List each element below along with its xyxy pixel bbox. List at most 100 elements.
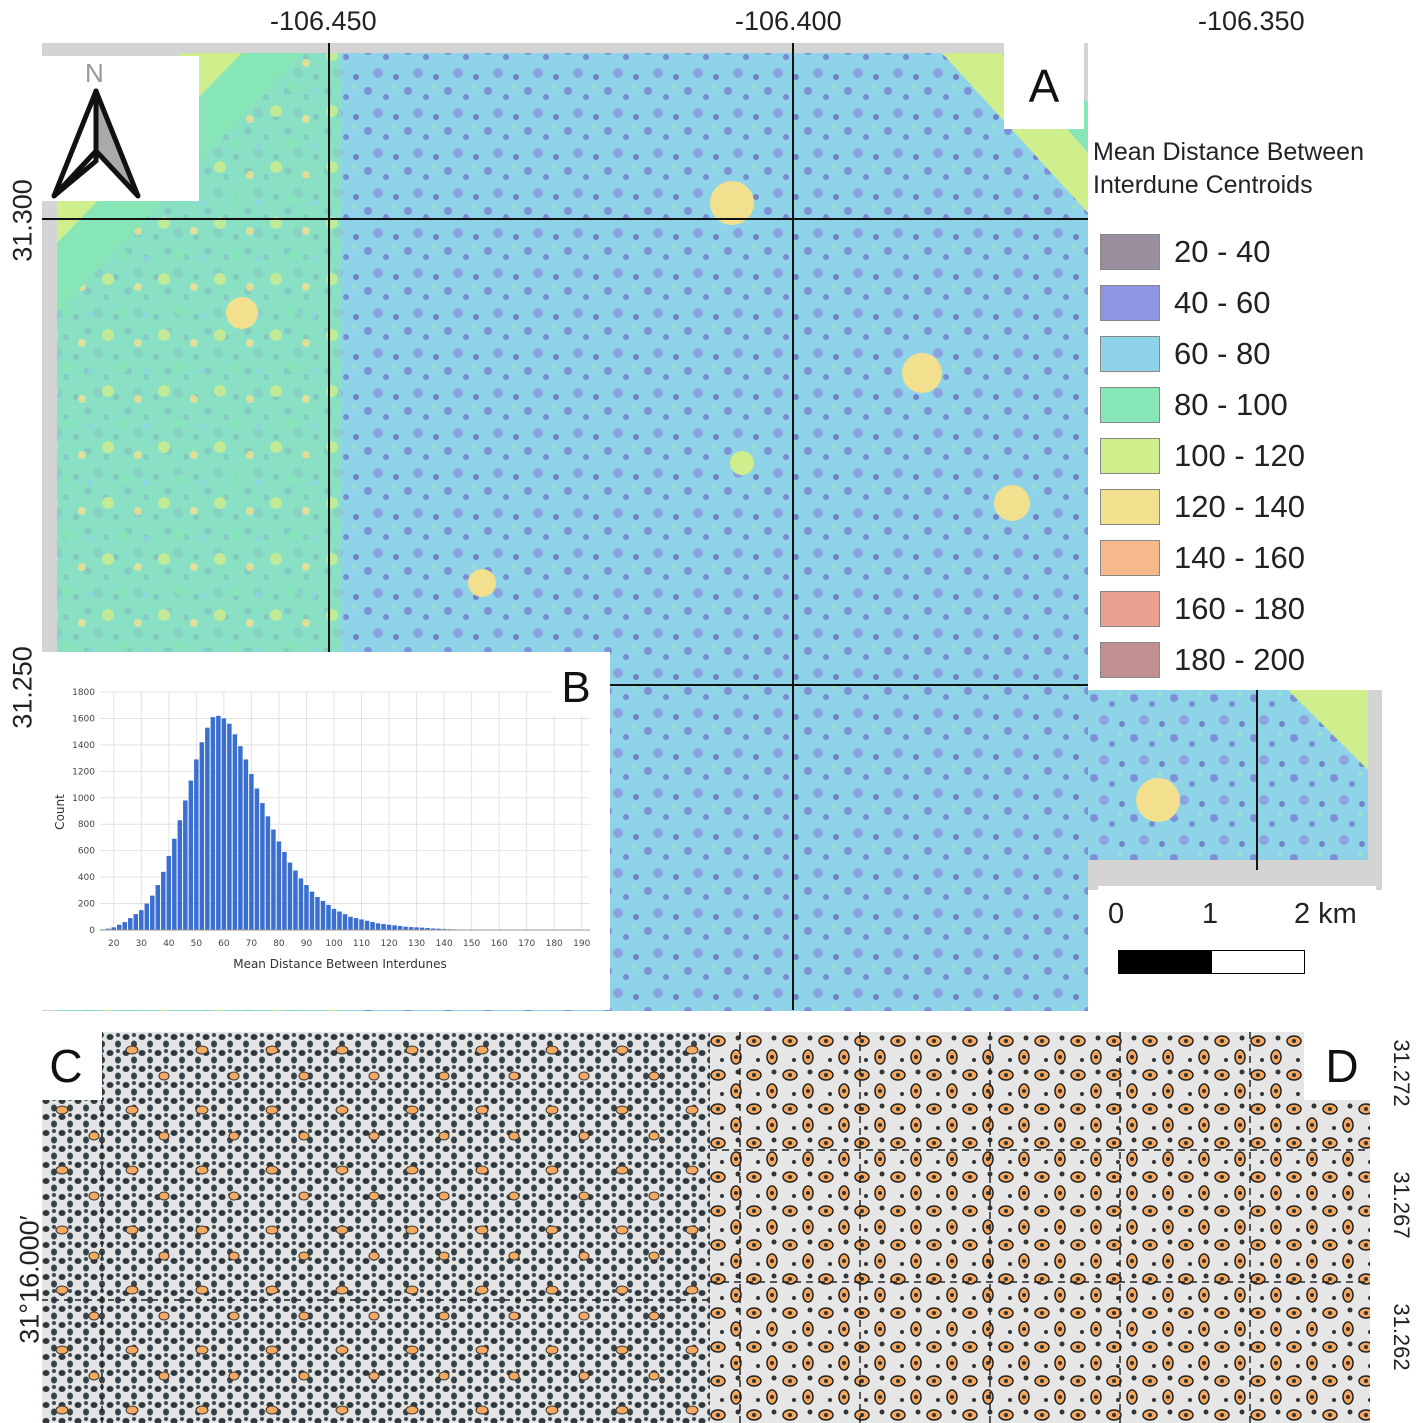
histogram-bar bbox=[172, 838, 177, 930]
histogram-bar bbox=[150, 895, 155, 930]
legend-swatch bbox=[1100, 285, 1160, 321]
histogram-bar bbox=[194, 759, 199, 930]
legend-swatch bbox=[1100, 336, 1160, 372]
histogram-bar bbox=[210, 717, 216, 930]
map-panel-d[interactable] bbox=[710, 1032, 1370, 1423]
legend-title-line1: Mean Distance Between bbox=[1093, 138, 1364, 166]
histogram-x-tick-label: 110 bbox=[353, 939, 370, 949]
grid-line-horizontal-1 bbox=[42, 218, 1088, 220]
histogram-bar bbox=[337, 911, 342, 930]
legend-swatch bbox=[1100, 591, 1160, 627]
scale-label-1: 1 bbox=[1202, 898, 1219, 930]
grid-line-vertical-1 bbox=[328, 43, 330, 656]
grid-line-horizontal-2 bbox=[610, 684, 1088, 686]
histogram-bar bbox=[441, 928, 447, 930]
histogram-y-axis-label: Count bbox=[53, 794, 67, 830]
histogram-x-tick-label: 90 bbox=[301, 939, 313, 949]
histogram-bar bbox=[183, 800, 188, 930]
map-panel-a-east bbox=[1088, 690, 1382, 890]
legend-item-100-120: 100 - 120 bbox=[1100, 438, 1305, 474]
histogram-bar bbox=[133, 914, 139, 930]
histogram-bar bbox=[342, 914, 348, 930]
histogram-bar bbox=[304, 885, 309, 930]
histogram-y-tick-label: 1000 bbox=[72, 794, 95, 804]
histogram-x-tick-label: 50 bbox=[191, 939, 203, 949]
legend-swatch bbox=[1100, 387, 1160, 423]
histogram-bar bbox=[265, 816, 271, 930]
legend-swatch bbox=[1100, 642, 1160, 678]
histogram-y-tick-label: 200 bbox=[78, 900, 95, 910]
histogram-bar bbox=[403, 926, 408, 930]
histogram-bar bbox=[199, 742, 205, 930]
histogram-bar bbox=[111, 927, 117, 930]
histogram-x-tick-label: 100 bbox=[325, 939, 342, 949]
histogram-bar bbox=[117, 924, 122, 930]
histogram-bar bbox=[381, 924, 386, 930]
panel-label-a: A bbox=[1004, 43, 1084, 129]
histogram-bar bbox=[287, 862, 293, 930]
histogram-bar bbox=[364, 920, 370, 930]
scale-bar: 0 1 2 km bbox=[1098, 886, 1376, 1010]
histogram-x-tick-label: 160 bbox=[491, 939, 508, 949]
histogram-bar bbox=[309, 891, 315, 930]
legend-item-40-60: 40 - 60 bbox=[1100, 285, 1271, 321]
histogram-x-tick-label: 70 bbox=[246, 939, 258, 949]
legend: Mean Distance Between Interdune Centroid… bbox=[1088, 129, 1421, 690]
histogram-bar bbox=[177, 820, 183, 930]
longitude-label-1: -106.450 bbox=[270, 6, 377, 36]
legend-item-80-100: 80 - 100 bbox=[1100, 387, 1288, 423]
histogram-y-tick-label: 800 bbox=[78, 820, 95, 830]
legend-swatch bbox=[1100, 540, 1160, 576]
histogram-bar bbox=[320, 900, 326, 930]
histogram-bar bbox=[144, 903, 150, 930]
legend-title-line2: Interdune Centroids bbox=[1093, 171, 1313, 199]
histogram-panel-b: 0 200 400 600 800 1000 1200 1400 1600 1800 20 30 40… bbox=[42, 652, 610, 1010]
histogram-bar bbox=[419, 927, 425, 930]
histogram-bar bbox=[348, 916, 353, 930]
histogram-bar bbox=[249, 773, 254, 930]
histogram-bar bbox=[155, 885, 161, 930]
legend-swatch bbox=[1100, 234, 1160, 270]
histogram-bar bbox=[392, 925, 397, 930]
histogram-bar bbox=[425, 928, 430, 930]
histogram-bar bbox=[375, 923, 381, 930]
grid-line-vertical-2 bbox=[792, 43, 794, 1010]
panel-c-latitude-label: 31°16.000′ bbox=[14, 1215, 45, 1344]
histogram-bar bbox=[315, 896, 320, 930]
scale-bar-black bbox=[1118, 950, 1212, 974]
histogram-bar bbox=[205, 727, 210, 930]
legend-item-140-160: 140 - 160 bbox=[1100, 540, 1305, 576]
interdune-map-c bbox=[42, 1032, 710, 1423]
map-panel-c[interactable] bbox=[42, 1032, 710, 1423]
histogram-bar bbox=[271, 829, 276, 930]
histogram-x-tick-label: 20 bbox=[108, 939, 120, 949]
panel-d-latitude-label-3: 31.262 bbox=[1389, 1303, 1414, 1371]
histogram-x-axis-label: Mean Distance Between Interdunes bbox=[233, 957, 447, 971]
panel-d-latitude-label-2: 31.267 bbox=[1389, 1171, 1414, 1239]
histogram-bar bbox=[216, 715, 221, 930]
histogram-y-tick-label: 1200 bbox=[72, 767, 95, 777]
histogram-bar bbox=[128, 918, 133, 930]
histogram-y-tick-label: 600 bbox=[78, 847, 95, 857]
north-letter: N bbox=[85, 58, 104, 88]
histogram-bar bbox=[436, 928, 441, 930]
histogram-bar bbox=[221, 718, 227, 930]
north-arrow-icon bbox=[51, 88, 141, 199]
north-arrow: N bbox=[42, 56, 199, 201]
histogram-bar bbox=[254, 788, 260, 930]
histogram-bar bbox=[430, 928, 436, 930]
legend-item-160-180: 160 - 180 bbox=[1100, 591, 1305, 627]
histogram-bar bbox=[122, 922, 128, 930]
histogram-bar bbox=[166, 855, 172, 930]
histogram-y-tick-label: 1400 bbox=[72, 741, 95, 751]
histogram-x-tick-label: 130 bbox=[408, 939, 425, 949]
histogram-bar bbox=[298, 878, 304, 930]
histogram-x-tick-label: 140 bbox=[436, 939, 453, 949]
histogram-bar bbox=[386, 924, 392, 930]
histogram-bar bbox=[414, 927, 419, 930]
histogram-x-tick-label: 150 bbox=[463, 939, 480, 949]
histogram-chart: 0 200 400 600 800 1000 1200 1400 1600 1800 20 30 40… bbox=[53, 688, 591, 971]
histogram-y-tick-label: 400 bbox=[78, 873, 95, 883]
histogram-bar bbox=[139, 910, 144, 930]
histogram-x-tick-label: 180 bbox=[546, 939, 563, 949]
